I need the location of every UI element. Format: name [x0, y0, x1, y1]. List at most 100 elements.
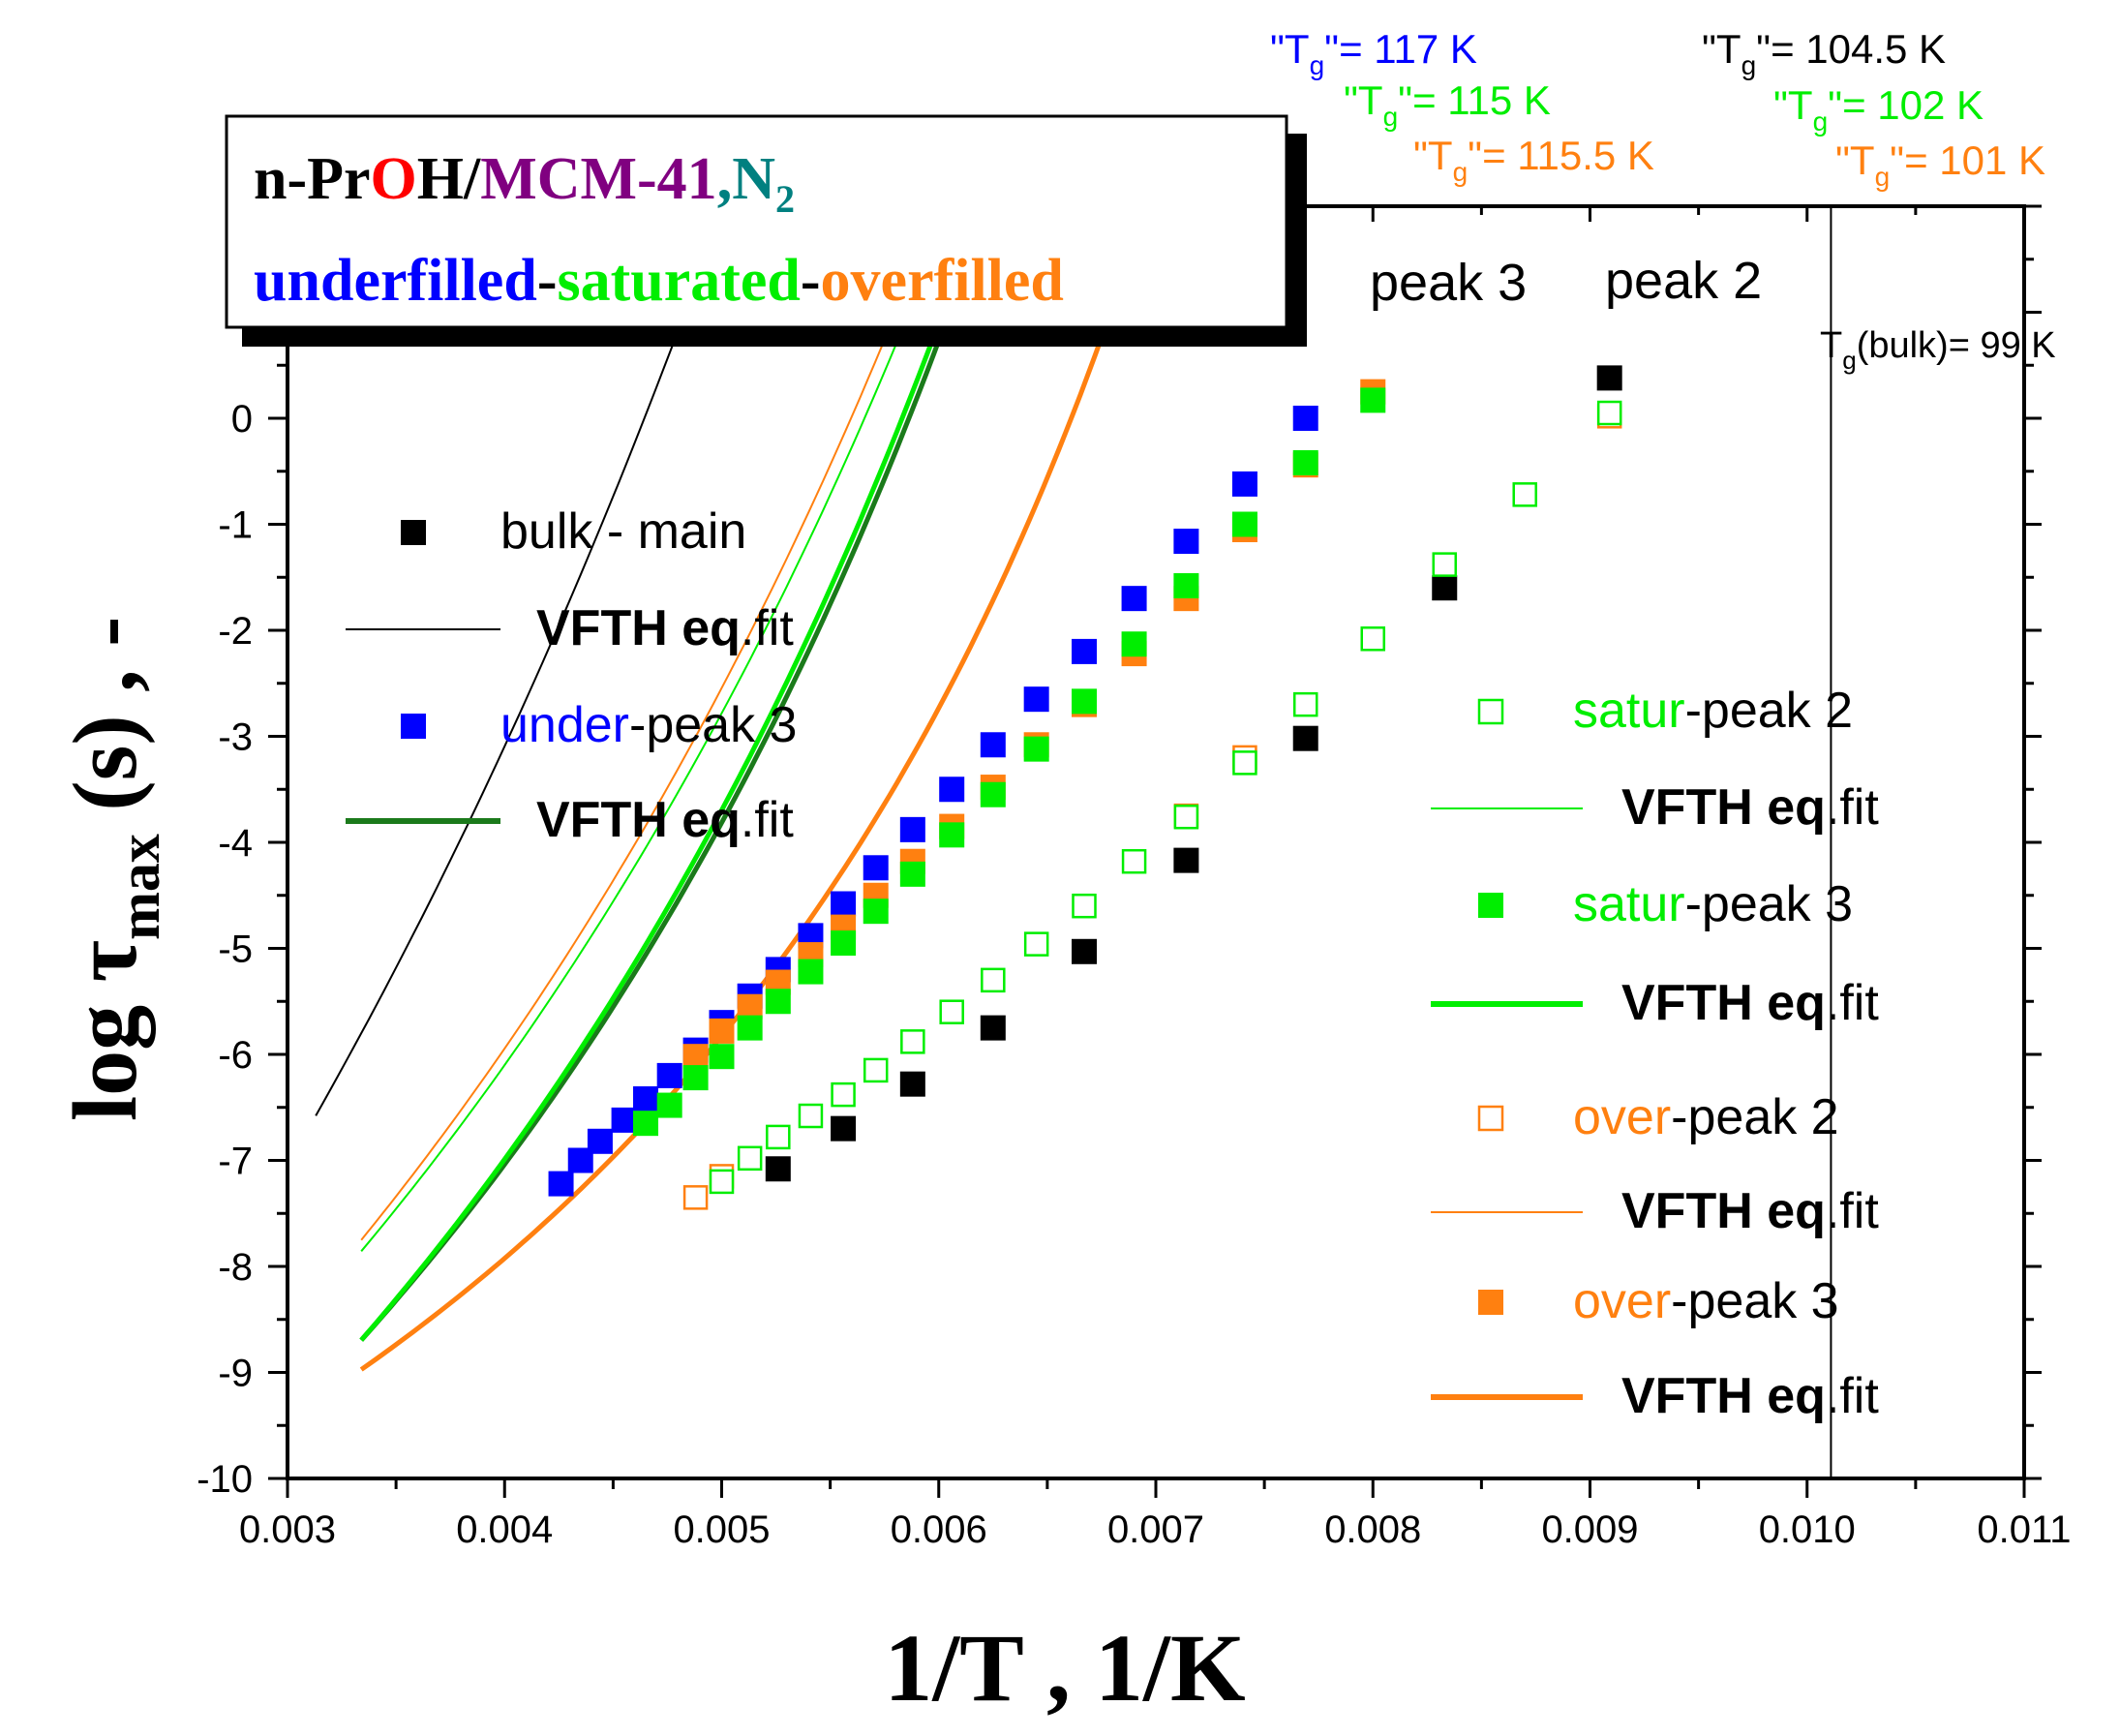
text-span: "T — [1413, 133, 1453, 178]
tg-label-4: "Tg"= 102 K — [1773, 82, 1984, 137]
title-box: n-PrOH/MCM-41,N2underfilled-saturated-ov… — [225, 114, 1307, 347]
text-span: saturated — [557, 248, 800, 314]
text-span: "T — [1270, 26, 1310, 72]
text-span: - — [801, 248, 821, 314]
legend-left-marker-2 — [401, 714, 426, 739]
text-span: VFTH eq — [1621, 1368, 1826, 1424]
y-tick-label: -5 — [218, 929, 253, 971]
point-s5-1 — [737, 1145, 763, 1172]
text-span: "T — [1773, 82, 1813, 128]
point-s5-4 — [831, 1081, 856, 1108]
title-line-2: underfilled-saturated-overfilled — [254, 248, 1064, 314]
legend-left-label-3: VFTH eq.fit — [536, 792, 794, 848]
legend-right-label-6: over-peak 3 — [1573, 1273, 1839, 1329]
y-tick-label: 0 — [231, 398, 253, 441]
point-s3-0 — [633, 1111, 659, 1137]
text-span: .fit — [1826, 1368, 1879, 1424]
tg-label-3: "Tg"= 104.5 K — [1702, 26, 1946, 80]
legend-right-marker-4 — [1477, 1105, 1504, 1132]
x-tick-label: 0.011 — [1977, 1508, 2071, 1551]
point-s0-2 — [899, 1071, 925, 1097]
point-s1-14 — [939, 777, 965, 803]
text-span: 2 — [775, 177, 795, 221]
legend-right-label-3: VFTH eq.fit — [1621, 975, 1879, 1031]
legend-right-marker-2 — [1478, 893, 1503, 918]
text-span: satur — [1573, 876, 1685, 932]
text-span: - — [537, 248, 558, 314]
text-span: -peak 2 — [1685, 683, 1853, 739]
point-s2-2 — [737, 993, 763, 1020]
x-axis-title: 1/T , 1/K — [884, 1614, 1245, 1721]
x-tick-label: 0.003 — [239, 1508, 336, 1551]
point-s1-0 — [548, 1171, 574, 1197]
point-s5-10 — [1072, 893, 1097, 919]
x-tick-label: 0.006 — [891, 1508, 987, 1551]
text-span: "= 101 K — [1890, 137, 2045, 183]
point-s0-4 — [1071, 938, 1097, 964]
legend-right-label-7: VFTH eq.fit — [1621, 1368, 1879, 1424]
point-s1-2 — [587, 1128, 613, 1154]
x-tick-label: 0.005 — [673, 1508, 770, 1551]
point-s5-18 — [1596, 400, 1622, 426]
text-span: g — [1875, 162, 1891, 192]
text-span: "= 102 K — [1828, 82, 1984, 128]
y-axis-title: log τmax (s) , - — [55, 617, 171, 1121]
point-s3-3 — [709, 1044, 735, 1070]
point-s2-0 — [682, 1044, 709, 1070]
point-s5-8 — [981, 967, 1006, 993]
legend-left-label-2: under-peak 3 — [500, 697, 797, 753]
point-s5-7 — [939, 999, 964, 1024]
text-span: .fit — [1826, 1183, 1879, 1239]
point-s5-17 — [1512, 482, 1537, 507]
point-s4-0 — [682, 1185, 709, 1210]
point-s3-2 — [682, 1065, 709, 1091]
point-s5-0 — [709, 1169, 735, 1195]
point-s0-8 — [1596, 365, 1622, 391]
text-span: .fit — [1826, 975, 1879, 1031]
point-s1-13 — [899, 816, 925, 842]
text-span: MCM-41 — [480, 146, 716, 212]
point-s3-8 — [863, 898, 889, 925]
tg-label-1: "Tg"= 115 K — [1344, 77, 1551, 132]
text-span: g — [1310, 50, 1325, 80]
point-s1-5 — [656, 1062, 682, 1088]
legend-right-marker-0 — [1477, 698, 1504, 725]
text-span: VFTH eq — [1621, 975, 1826, 1031]
text-span: over — [1573, 1273, 1671, 1329]
point-s3-12 — [1023, 736, 1049, 762]
text-span: (s) , - — [55, 617, 156, 835]
y-tick-label: -8 — [218, 1246, 253, 1289]
fit-curves — [315, 206, 1149, 1372]
point-s3-5 — [765, 989, 791, 1015]
text-span: -peak 3 — [629, 697, 797, 753]
legend-left-label-0: bulk - main — [500, 503, 746, 560]
text-span: -peak 3 — [1671, 1273, 1838, 1329]
text-span: log τ — [55, 940, 156, 1121]
point-s5-6 — [900, 1029, 925, 1054]
point-s1-11 — [831, 891, 857, 917]
tg-label-0: "Tg"= 117 K — [1270, 26, 1477, 80]
peak-3-label: peak 3 — [1370, 254, 1527, 312]
point-s1-17 — [1071, 638, 1097, 664]
text-span: VFTH eq — [536, 600, 741, 656]
fit-curve-5 — [360, 206, 939, 1241]
text-span: O — [371, 146, 417, 212]
legend-left-label-1: VFTH eq.fit — [536, 600, 794, 656]
y-tick-label: -9 — [218, 1353, 253, 1395]
legend-right-label-0: satur-peak 2 — [1573, 683, 1853, 739]
point-s1-21 — [1292, 406, 1318, 431]
text-span: g — [1383, 102, 1399, 132]
tg-bulk-label: Tg(bulk)= 99 K — [1820, 325, 2056, 375]
text-span: -peak 3 — [1685, 876, 1853, 932]
legend-left-marker-0 — [401, 520, 426, 545]
point-s5-5 — [863, 1057, 889, 1083]
text-span: n-Pr — [254, 146, 371, 212]
x-tick-label: 0.008 — [1324, 1508, 1421, 1551]
text-span: max — [107, 834, 171, 940]
point-s1-19 — [1173, 529, 1199, 555]
text-span: under — [500, 697, 629, 753]
point-s5-16 — [1432, 552, 1458, 577]
